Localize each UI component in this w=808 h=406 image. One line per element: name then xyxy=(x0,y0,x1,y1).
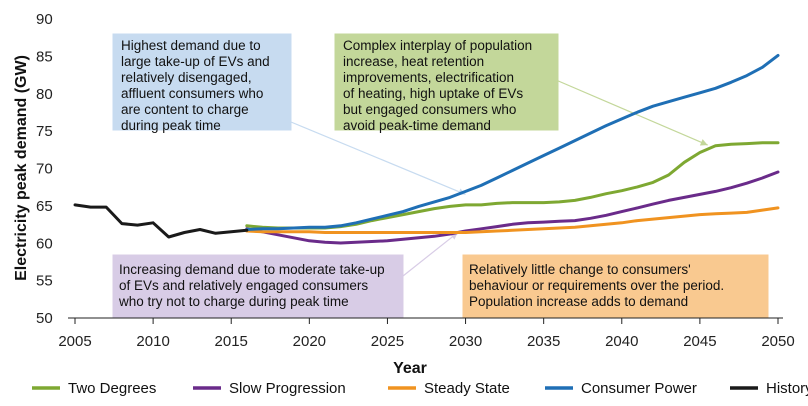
x-tick-label: 2015 xyxy=(215,333,248,350)
series-history xyxy=(73,203,249,239)
two-degrees-note: Complex interplay of populationincrease,… xyxy=(334,33,708,146)
annotation-text-line: of EVs and relatively engaged consumers xyxy=(119,278,368,293)
annotation-text-line: Relatively little change to consumers' xyxy=(469,262,691,277)
y-axis-title: Electricity peak demand (GW) xyxy=(13,55,30,281)
series-line-slow-progression xyxy=(245,170,780,245)
annotation-text-line: who try not to charge during peak time xyxy=(118,294,349,309)
x-tick-label: 2050 xyxy=(761,333,794,350)
y-tick-label: 60 xyxy=(36,235,53,252)
legend-item-two-degrees: Two Degrees xyxy=(32,380,156,397)
x-axis-title: Year xyxy=(393,360,427,377)
legend-item-steady-state: Steady State xyxy=(388,380,510,397)
x-tick-label: 2025 xyxy=(371,333,404,350)
y-tick-label: 90 xyxy=(36,11,53,28)
annotation-text-line: of heating, high uptake of EVs xyxy=(343,86,523,101)
x-tick-label: 2020 xyxy=(293,333,326,350)
legend-label: Two Degrees xyxy=(68,380,156,397)
annotation-arrowhead xyxy=(699,139,708,146)
annotation-text-line: Increasing demand due to moderate take-u… xyxy=(119,262,385,277)
legend-label: History xyxy=(766,380,808,397)
series-line-history xyxy=(73,203,249,239)
annotation-text-line: during peak time xyxy=(121,118,221,133)
series-layer xyxy=(73,53,780,245)
legend-item-consumer-power: Consumer Power xyxy=(545,380,697,397)
annotation-text-line: large take-up of EVs and xyxy=(121,54,270,69)
y-tick-label: 75 xyxy=(36,123,53,140)
annotation-text-line: but engaged consumers who xyxy=(343,102,516,117)
x-tick-label: 2005 xyxy=(58,333,91,350)
annotation-text-line: behaviour or requirements over the perio… xyxy=(469,278,724,293)
y-tick-label: 85 xyxy=(36,48,53,65)
y-tick-label: 80 xyxy=(36,86,53,103)
annotation-text-line: are content to charge xyxy=(121,102,249,117)
x-tick-label: 2040 xyxy=(605,333,638,350)
annotation-text-line: affluent consumers who xyxy=(121,86,263,101)
y-tick-label: 50 xyxy=(36,310,53,327)
annotation-text-line: increase, heat retention xyxy=(343,54,484,69)
annotation-box xyxy=(334,33,559,131)
x-tick-label: 2030 xyxy=(449,333,482,350)
annotation-text-line: relatively disengaged, xyxy=(121,70,252,85)
annotation-text-line: Highest demand due to xyxy=(121,38,261,53)
series-line-steady-state xyxy=(245,206,780,234)
annotation-arrow xyxy=(555,79,708,146)
legend-label: Steady State xyxy=(424,380,510,397)
x-tick-label: 2045 xyxy=(683,333,716,350)
annotation-box xyxy=(112,254,404,318)
annotation-arrow xyxy=(290,121,466,195)
annotation-text-line: Population increase adds to demand xyxy=(469,294,688,309)
axis-layer: 2005 2010 2015 2020 2025 2030 2035 2040 2045 2050… xyxy=(13,11,795,377)
y-tick-label: 70 xyxy=(36,161,53,178)
y-tick-label: 55 xyxy=(36,273,53,290)
x-tick-label: 2010 xyxy=(136,333,169,350)
legend: Two Degrees Slow Progression Steady State C… xyxy=(32,380,808,397)
legend-item-history: History xyxy=(730,380,808,397)
legend-item-slow-progression: Slow Progression xyxy=(193,380,346,397)
legend-label: Slow Progression xyxy=(229,380,346,397)
y-tick-layer: 50 55 60 65 70 75 80 85 90 xyxy=(36,11,53,327)
series-line-consumer-power xyxy=(245,53,780,231)
legend-label: Consumer Power xyxy=(581,380,697,397)
annotation-box xyxy=(462,254,769,318)
steady-state-note: Relatively little change to consumers'be… xyxy=(462,254,769,318)
slow-progression-note: Increasing demand due to moderate take-u… xyxy=(112,232,459,318)
y-tick-label: 65 xyxy=(36,198,53,215)
annotation-text-line: avoid peak-time demand xyxy=(343,118,491,133)
annotation-box xyxy=(112,33,292,131)
annotation-text-line: improvements, electrification xyxy=(343,70,514,85)
annotation-text-line: Complex interplay of population xyxy=(343,38,532,53)
annotation-arrow xyxy=(402,232,459,277)
x-tick-label: 2035 xyxy=(527,333,560,350)
x-tick-layer: 2005 2010 2015 2020 2025 2030 2035 2040 2045 2050 xyxy=(58,318,795,350)
